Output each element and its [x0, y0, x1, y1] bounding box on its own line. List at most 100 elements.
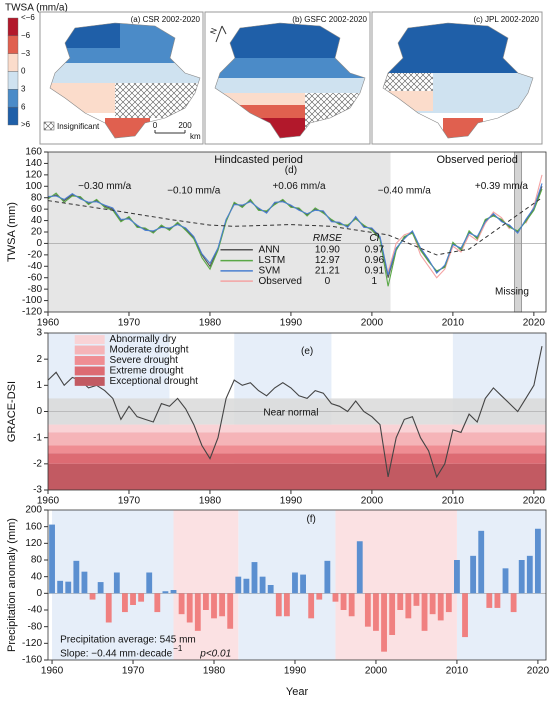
bar [478, 530, 485, 594]
y-tick-label: 0 [36, 406, 42, 417]
colorbar-bin [7, 35, 19, 54]
colorbar-bin [7, 17, 19, 37]
bar [81, 571, 88, 594]
bar [373, 593, 379, 631]
x-tick-label: 2020 [523, 318, 546, 329]
annotation: Hindcasted period [214, 154, 303, 166]
y-tick-label: 120 [25, 538, 42, 549]
bar [421, 593, 428, 631]
x-tick-label: 2010 [442, 318, 465, 329]
bar [154, 593, 161, 613]
annotation: +0.06 mm/a [272, 181, 326, 192]
panel-label: (e) [301, 346, 313, 357]
colorbar-bin [7, 53, 19, 72]
y-axis-title: TWSA (mm) [6, 202, 18, 262]
scale-label: 200 [178, 121, 192, 130]
bar [202, 593, 209, 610]
x-tick-label: 1970 [118, 496, 141, 507]
bar [413, 593, 420, 606]
bar [57, 580, 64, 594]
y-tick-label: -2 [33, 458, 42, 469]
x-tick-label: 1960 [37, 318, 60, 329]
annotation: Slope: −0.44 mm·decade [60, 648, 172, 659]
y-tick-label: 160 [25, 147, 42, 158]
colorbar-label: <−6 [21, 13, 35, 22]
annotation: −0.40 mm/a [378, 185, 432, 196]
series-line [47, 183, 543, 276]
north-label: N [208, 27, 219, 36]
panel-label: (f) [306, 514, 315, 525]
x-tick-label: 2010 [446, 666, 469, 677]
y-tick-label: -120 [22, 638, 42, 649]
legend-swatch [74, 366, 105, 376]
legend-label: SVM [259, 265, 281, 276]
y-tick-label: -40 [28, 605, 43, 616]
bar [534, 528, 541, 594]
bar [170, 590, 177, 594]
bar [211, 593, 217, 619]
plot-frame [47, 509, 547, 661]
y-tick-label: 140 [25, 158, 42, 169]
y-tick-label: -1 [33, 432, 42, 443]
bar [243, 578, 250, 594]
bar [178, 593, 185, 615]
y-tick-label: 80 [31, 555, 43, 566]
bar [235, 576, 242, 594]
panel-label: (d) [285, 165, 297, 176]
x-tick-label: 1990 [280, 318, 303, 329]
x-axis-title: Year [286, 686, 309, 698]
map-title: (b) GSFC 2002-2020 [292, 15, 367, 24]
annotation: +0.39 mm/a [475, 181, 529, 192]
bar [445, 593, 452, 613]
colorbar-title: TWSA (mm/a) [5, 3, 68, 14]
legend-swatch [74, 335, 105, 344]
x-tick-label: 1990 [284, 666, 307, 677]
y-tick-label: -80 [28, 621, 43, 632]
north-arrow [215, 25, 227, 43]
x-tick-label: 2000 [361, 318, 384, 329]
x-tick-label: 2000 [365, 666, 388, 677]
dry-period [335, 510, 457, 660]
colorbar-label: >6 [21, 120, 31, 129]
y-tick-label: -60 [28, 272, 43, 283]
bar [122, 593, 128, 613]
x-tick-label: 1990 [280, 496, 303, 507]
x-tick-label: 1980 [199, 496, 222, 507]
drought-band [48, 424, 546, 433]
legend-ci: 0.96 [365, 255, 385, 266]
annotation: −0.10 mm/a [167, 185, 221, 196]
y-tick-label: 160 [25, 521, 42, 532]
y-tick-label: 20 [31, 227, 43, 238]
y-tick-label: 2 [36, 354, 42, 365]
bar [518, 560, 525, 594]
y-tick-label: 0 [36, 238, 42, 249]
bar [437, 593, 444, 621]
bar [194, 593, 201, 631]
bar [348, 593, 355, 617]
map-frame [371, 11, 543, 145]
bar [73, 560, 80, 594]
scale-label: 0 [153, 121, 158, 130]
bar [494, 593, 501, 608]
bar [89, 593, 96, 600]
y-tick-label: 40 [31, 571, 43, 582]
wet-period [52, 510, 174, 660]
x-tick-label: 2010 [442, 496, 465, 507]
legend-label: Extreme drought [110, 366, 184, 377]
bar [340, 593, 347, 610]
y-tick-label: 40 [31, 215, 43, 226]
colorbar-bin [7, 71, 19, 90]
drought-band [48, 463, 546, 490]
y-tick-label: -20 [28, 249, 43, 260]
bar [65, 581, 72, 594]
y-tick-label: 0 [36, 588, 42, 599]
x-tick-label: 1970 [118, 318, 141, 329]
bar [486, 593, 493, 608]
drought-band [48, 453, 546, 464]
legend-label: Observed [259, 276, 302, 287]
bar [267, 585, 274, 594]
bar [308, 593, 315, 619]
bar [462, 593, 468, 638]
legend-ci: 1 [372, 276, 378, 287]
